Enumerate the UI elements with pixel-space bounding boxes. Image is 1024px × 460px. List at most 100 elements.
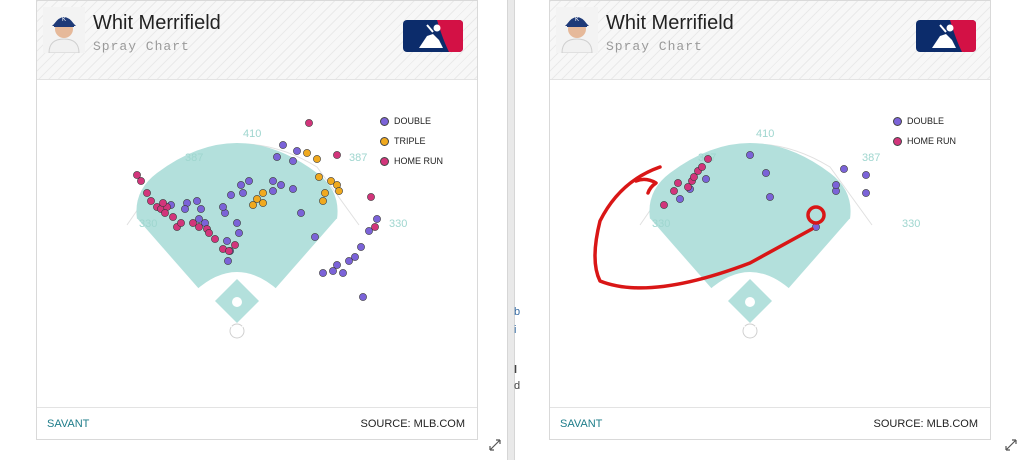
triple-point [327, 177, 335, 185]
double-point [311, 233, 319, 241]
home-run-point [205, 229, 213, 237]
player-name: Whit Merrifield [93, 12, 221, 34]
legend: DOUBLE TRIPLE HOME RUN [380, 111, 443, 171]
home-run-point [211, 235, 219, 243]
legend-item-home-run: HOME RUN [380, 151, 443, 171]
home-run-point [660, 201, 668, 209]
left-margin [0, 0, 36, 460]
double-point [862, 189, 870, 197]
legend-item-triple: TRIPLE [380, 131, 443, 151]
double-point [289, 185, 297, 193]
card-header: K Whit Merrifield Spray Chart [37, 1, 477, 80]
double-marker-icon [380, 116, 389, 126]
player-avatar: K [43, 7, 85, 53]
triple-point [259, 199, 267, 207]
home-run-point [169, 213, 177, 221]
home-run-point [305, 119, 313, 127]
double-point [227, 191, 235, 199]
chart-subtitle: Spray Chart [606, 39, 703, 54]
panel-divider[interactable] [507, 0, 515, 460]
player-name: Whit Merrifield [606, 12, 734, 34]
triple-point [249, 201, 257, 209]
distance-right: 330 [902, 218, 920, 230]
home-run-point [137, 177, 145, 185]
double-point [373, 215, 381, 223]
double-point [762, 169, 770, 177]
svg-text:K: K [62, 17, 66, 23]
svg-text:K: K [575, 17, 579, 23]
double-point [245, 177, 253, 185]
double-point [219, 203, 227, 211]
double-point [339, 269, 347, 277]
double-point [365, 227, 373, 235]
double-point [319, 269, 327, 277]
partial-text-fragment: i [514, 324, 517, 336]
home-run-marker-icon [380, 156, 389, 166]
expand-icon[interactable] [1004, 438, 1018, 452]
home-run-marker-icon [893, 136, 902, 146]
triple-point [319, 197, 327, 205]
home-run-point [133, 171, 141, 179]
double-point [351, 253, 359, 261]
legend: DOUBLE HOME RUN [893, 111, 956, 151]
partial-text-fragment: l [514, 364, 518, 376]
card-footer: SAVANT SOURCE: MLB.COM [37, 407, 477, 442]
double-point [676, 195, 684, 203]
home-run-point [177, 219, 185, 227]
legend-label: DOUBLE [394, 116, 432, 126]
hit-dots [133, 119, 381, 301]
card-header: K Whit Merrifield Spray Chart [550, 1, 990, 80]
home-run-point [195, 223, 203, 231]
pitcher-mound [232, 297, 242, 307]
spray-chart-field: 330 387 410 387 330 [593, 128, 920, 339]
legend-item-double: DOUBLE [380, 111, 443, 131]
outfield-grass [649, 143, 851, 333]
distance-right: 330 [389, 218, 407, 230]
home-run-point [189, 219, 197, 227]
distance-right-center: 387 [862, 152, 880, 164]
home-plate-area [229, 323, 245, 339]
outfield-grass [136, 143, 338, 333]
spray-chart-card-left: K Whit Merrifield Spray Chart 330 387 41… [36, 0, 478, 440]
spray-chart-card-right: K Whit Merrifield Spray Chart 330 387 41… [549, 0, 991, 440]
home-run-point [159, 199, 167, 207]
chart-subtitle: Spray Chart [93, 39, 190, 54]
double-point [237, 181, 245, 189]
home-run-point [333, 151, 341, 159]
expand-icon[interactable] [488, 438, 502, 452]
card-footer: SAVANT SOURCE: MLB.COM [550, 407, 990, 442]
triple-marker-icon [380, 136, 389, 146]
triple-point [259, 189, 267, 197]
double-point [329, 267, 337, 275]
double-point [224, 257, 232, 265]
source-label: SOURCE: MLB.COM [360, 418, 465, 430]
home-run-point [143, 189, 151, 197]
double-point [279, 141, 287, 149]
double-point [333, 261, 341, 269]
home-run-point [690, 173, 698, 181]
savant-link[interactable]: SAVANT [47, 418, 90, 430]
source-label: SOURCE: MLB.COM [873, 418, 978, 430]
double-point [297, 209, 305, 217]
savant-link[interactable]: SAVANT [560, 418, 603, 430]
double-point [359, 293, 367, 301]
home-run-point [684, 183, 692, 191]
double-point [239, 189, 247, 197]
double-point [233, 219, 241, 227]
home-run-point [161, 209, 169, 217]
legend-label: HOME RUN [394, 156, 443, 166]
mlb-logo [403, 20, 463, 52]
legend-label: TRIPLE [394, 136, 426, 146]
double-point [345, 257, 353, 265]
distance-left: 330 [139, 218, 157, 230]
triple-point [315, 173, 323, 181]
distance-left: 330 [652, 218, 670, 230]
triple-point [321, 189, 329, 197]
triple-point [335, 187, 343, 195]
double-point [862, 171, 870, 179]
home-run-point [698, 163, 706, 171]
home-run-point [670, 187, 678, 195]
legend-label: HOME RUN [907, 136, 956, 146]
mlb-logo [916, 20, 976, 52]
legend-item-home-run: HOME RUN [893, 131, 956, 151]
